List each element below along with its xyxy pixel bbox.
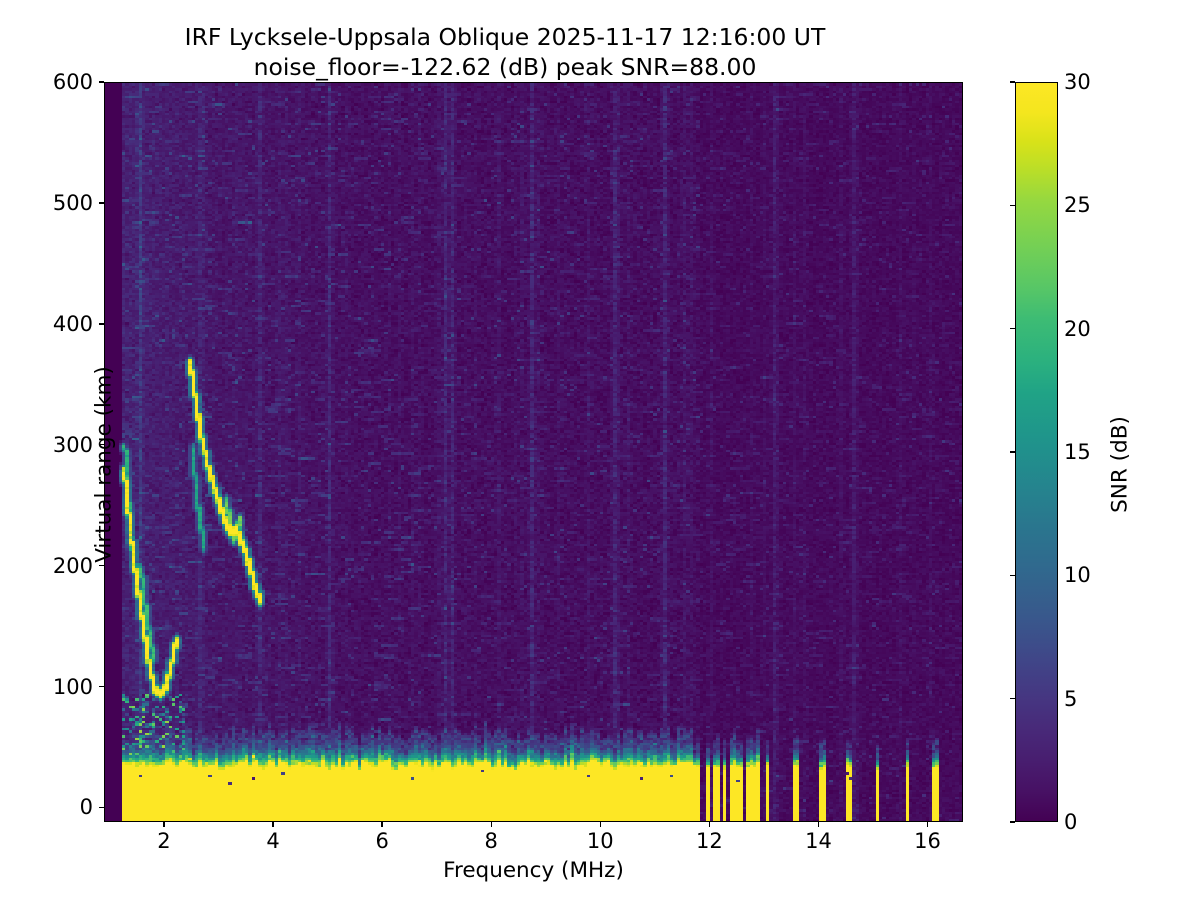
x-tick-label: 16 <box>914 829 941 853</box>
colorbar-label: SNR (dB) <box>1107 416 1133 513</box>
x-tick-mark <box>599 822 601 827</box>
figure-title: IRF Lycksele-Uppsala Oblique 2025-11-17 … <box>0 22 1010 82</box>
colorbar-tick-label: 10 <box>1064 563 1091 588</box>
x-tick-mark <box>817 822 820 827</box>
y-tick-label-wrap: 0 <box>0 795 93 831</box>
x-tick-label: 6 <box>375 829 389 853</box>
colorbar-tick-label: 25 <box>1064 193 1091 218</box>
x-tick-label: 8 <box>484 829 498 853</box>
title-line-2: noise_floor=-122.62 (dB) peak SNR=88.00 <box>253 53 757 81</box>
x-tick-label: 14 <box>805 829 832 853</box>
colorbar-tick-mark <box>1010 574 1015 577</box>
y-tick-mark <box>99 202 104 204</box>
colorbar-tick-label: 30 <box>1064 70 1091 94</box>
y-tick-label: 500 <box>52 190 93 215</box>
y-axis-label: Virtual range (km) <box>91 366 117 563</box>
y-tick-label-wrap: 600 <box>0 70 93 106</box>
x-tick-mark <box>708 822 711 827</box>
y-tick-label: 0 <box>79 795 93 820</box>
colorbar-tick-mark <box>1010 327 1015 330</box>
colorbar-tick-label: 0 <box>1064 810 1078 834</box>
ionogram-plot-area[interactable] <box>104 82 963 822</box>
y-tick-mark <box>99 685 104 688</box>
y-tick-mark <box>99 564 104 567</box>
colorbar-tick-mark <box>1010 81 1015 83</box>
x-tick-mark <box>926 822 929 827</box>
x-tick-label: 2 <box>157 829 171 853</box>
y-tick-mark <box>99 806 104 809</box>
x-axis-label: Frequency (MHz) <box>443 858 624 883</box>
y-tick-label: 300 <box>52 432 93 457</box>
colorbar-tick-mark <box>1010 451 1015 453</box>
y-tick-mark <box>99 81 104 83</box>
y-tick-label-wrap: 100 <box>0 675 93 711</box>
colorbar-tick-mark <box>1010 821 1015 823</box>
y-tick-label-wrap: 300 <box>0 433 93 469</box>
y-tick-label: 600 <box>52 70 93 94</box>
x-tick-mark <box>163 822 165 827</box>
colorbar-tick-mark <box>1010 204 1015 207</box>
y-tick-mark <box>99 444 104 446</box>
y-tick-label: 100 <box>52 674 93 699</box>
x-tick-label: 12 <box>696 829 723 853</box>
y-tick-label-wrap: 400 <box>0 312 93 348</box>
y-tick-label-wrap: 500 <box>0 191 93 227</box>
colorbar-tick-label: 15 <box>1064 440 1091 464</box>
x-tick-label: 4 <box>266 829 280 853</box>
x-tick-mark <box>272 822 274 827</box>
x-tick-mark <box>381 822 383 827</box>
title-line-1: IRF Lycksele-Uppsala Oblique 2025-11-17 … <box>184 23 826 51</box>
y-tick-label: 200 <box>52 553 93 578</box>
x-tick-label: 10 <box>586 829 614 853</box>
colorbar-tick-label: 5 <box>1064 686 1078 711</box>
y-tick-label: 400 <box>52 311 93 336</box>
y-tick-mark <box>99 323 104 325</box>
heatmap-canvas-host <box>105 83 962 821</box>
x-tick-mark <box>490 822 492 827</box>
ionogram-heatmap <box>105 83 962 821</box>
y-tick-label-wrap: 200 <box>0 554 93 590</box>
colorbar-tick-mark <box>1010 697 1015 700</box>
colorbar-gradient <box>1015 82 1058 822</box>
colorbar-tick-label: 20 <box>1064 316 1091 341</box>
